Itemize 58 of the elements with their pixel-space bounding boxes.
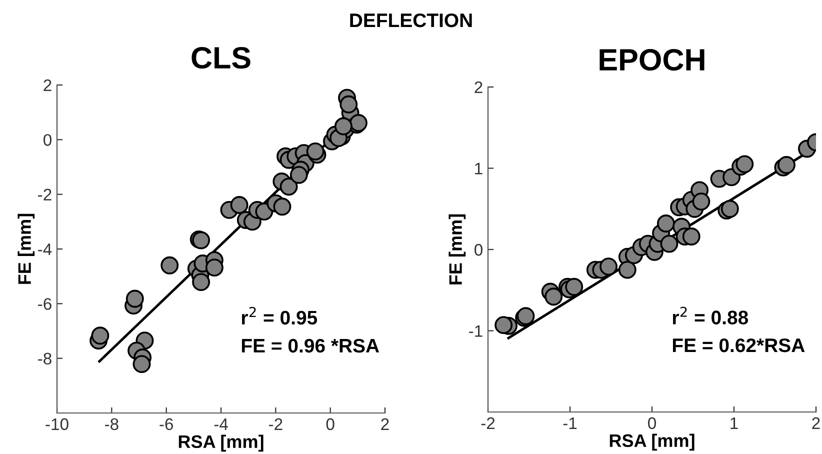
point bbox=[126, 290, 144, 308]
point bbox=[494, 316, 513, 334]
y-tick-label: -4 bbox=[38, 244, 52, 256]
point bbox=[720, 200, 739, 218]
chart-title: DEFLECTION bbox=[350, 13, 472, 28]
point bbox=[692, 192, 710, 211]
x-tick-label: 2 bbox=[381, 418, 389, 430]
y-axis-title: FE [mm] bbox=[448, 214, 466, 284]
point bbox=[132, 355, 151, 374]
x-axis-title: RSA [mm] bbox=[610, 434, 694, 451]
point bbox=[660, 234, 678, 253]
x-tick-label: -4 bbox=[214, 418, 228, 430]
y-tick-label: -6 bbox=[38, 298, 52, 310]
y-tick-label: -1 bbox=[469, 325, 482, 337]
point bbox=[280, 178, 298, 196]
chart-subtitle: EPOCH bbox=[600, 48, 704, 71]
y-tick-label: 0 bbox=[44, 134, 52, 146]
point bbox=[736, 155, 754, 174]
chart-subtitle: CLS bbox=[192, 46, 250, 69]
point bbox=[205, 258, 224, 277]
point bbox=[230, 196, 248, 214]
x-tick-label: 0 bbox=[648, 417, 656, 430]
x-tick-label: -6 bbox=[160, 418, 174, 430]
point bbox=[656, 214, 675, 232]
point bbox=[192, 273, 210, 292]
y-tick-label: 0 bbox=[474, 244, 482, 256]
point bbox=[682, 228, 700, 246]
point bbox=[290, 166, 308, 184]
y-tick-label: 2 bbox=[474, 81, 482, 94]
point bbox=[778, 156, 796, 174]
point bbox=[340, 95, 358, 114]
point bbox=[544, 288, 563, 306]
y-tick-label: 2 bbox=[44, 79, 52, 92]
x-tick-label: 2 bbox=[812, 417, 820, 429]
point bbox=[306, 142, 324, 160]
point bbox=[600, 258, 618, 276]
x-tick-label: -1 bbox=[563, 417, 577, 429]
annotation: r$^{2}$ = 0.88 bbox=[672, 306, 748, 324]
point bbox=[91, 326, 110, 345]
y-axis-title: FE [mm] bbox=[18, 214, 35, 284]
y-tick-label: -8 bbox=[38, 352, 52, 365]
point bbox=[160, 256, 179, 274]
x-tick-label: 0 bbox=[326, 418, 334, 430]
x-tick-label: 1 bbox=[730, 417, 738, 429]
y-tick-label: -2 bbox=[38, 188, 52, 200]
point bbox=[192, 231, 210, 250]
annotation: r$^{2}$ = 0.95 bbox=[242, 306, 318, 325]
x-tick-label: -2 bbox=[268, 418, 282, 430]
y-tick-label: 1 bbox=[475, 162, 482, 174]
x-tick-label: -10 bbox=[46, 418, 68, 430]
annotation: FE = 0.96 *RSA bbox=[242, 338, 380, 353]
point bbox=[618, 260, 636, 279]
x-tick-label: -8 bbox=[104, 418, 118, 430]
point bbox=[334, 117, 352, 136]
point bbox=[565, 278, 584, 296]
point bbox=[273, 198, 292, 216]
x-axis-title: RSA [mm] bbox=[178, 434, 264, 452]
annotation: FE = 0.62*RSA bbox=[672, 338, 805, 352]
